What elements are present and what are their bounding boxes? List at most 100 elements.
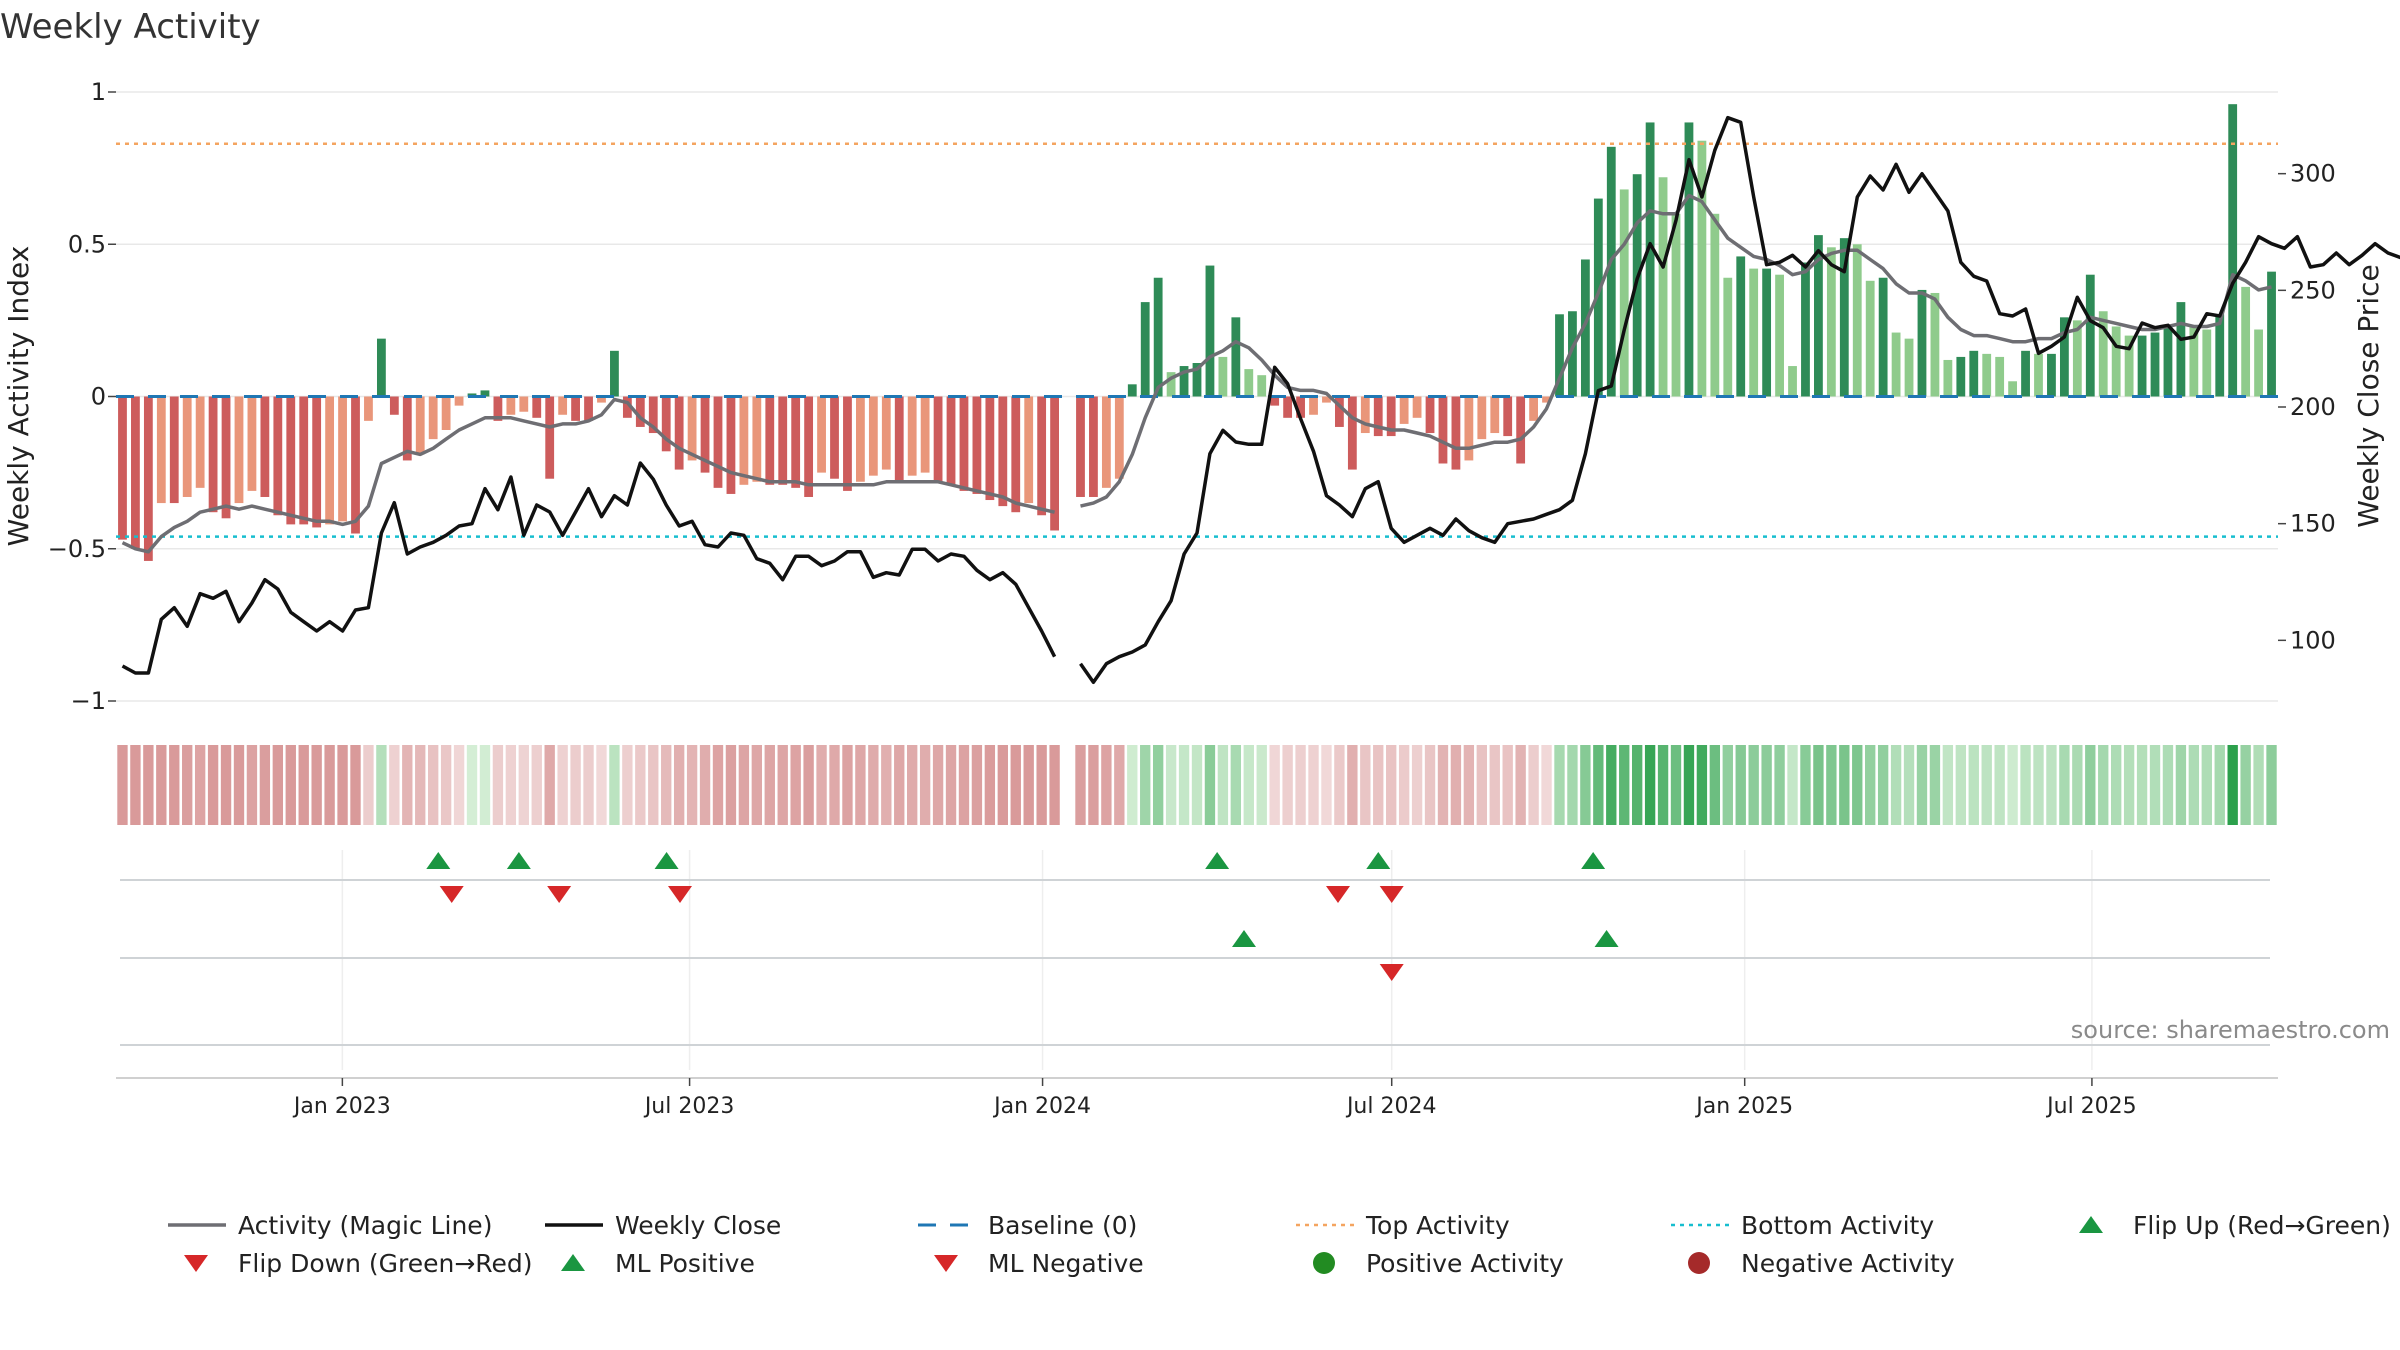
activity-bar [1179, 366, 1189, 397]
activity-bar [622, 396, 632, 418]
activity-bar [1580, 259, 1590, 397]
activity-bar [2202, 329, 2212, 397]
flip-down-marker [439, 886, 464, 903]
strip-cell [1593, 745, 1604, 825]
strip-cell [1826, 745, 1837, 825]
activity-bar [312, 396, 322, 528]
strip-cell [1502, 745, 1513, 825]
strip-cell [376, 745, 387, 825]
activity-bar [1425, 396, 1435, 434]
strip-cell [2149, 745, 2161, 825]
activity-bar [855, 396, 865, 482]
activity-bar [2085, 274, 2095, 397]
strip-cell [298, 745, 309, 825]
activity-bar [2189, 326, 2199, 397]
strip-cell [1127, 745, 1138, 825]
strip-cell [1852, 745, 1863, 825]
activity-bar [519, 396, 529, 412]
strip-cell [1890, 745, 1902, 825]
strip-cell [1023, 745, 1034, 825]
activity-bar [1697, 140, 1707, 397]
strip-cell [842, 745, 853, 825]
activity-bar [1490, 396, 1500, 434]
strip-cell [207, 745, 219, 825]
activity-bar [2228, 104, 2238, 397]
activity-bar [1775, 274, 1784, 397]
strip-cell [1541, 745, 1552, 825]
strip-cell [1334, 745, 1345, 825]
strip-cell [1981, 745, 1992, 825]
strip-cell [1282, 745, 1293, 825]
activity-bar [985, 396, 995, 501]
activity-bar [1801, 262, 1810, 397]
activity-bar [182, 396, 192, 497]
activity-bar [1076, 396, 1085, 497]
flip-up-marker [426, 852, 451, 869]
x-axis: Jan 2023 Jul 2023 Jan 2024 Jul 2024 Jan 2025… [116, 1077, 2278, 1119]
activity-bar [1749, 268, 1759, 397]
strip-cell [1800, 745, 1811, 825]
activity-bar [2215, 314, 2225, 397]
strip-cell [1735, 745, 1746, 825]
strip-cell [1308, 745, 1319, 825]
strip-cell [2162, 745, 2174, 825]
activity-bar [286, 396, 296, 525]
legend-swatch-circle [1688, 1252, 1710, 1274]
activity-bar [1127, 384, 1137, 397]
strip-cell [570, 745, 581, 825]
strip-cell [1217, 745, 1229, 825]
y2-tick-label: 150 [2290, 510, 2336, 538]
activity-bar [2021, 350, 2030, 397]
activity-bar [1296, 396, 1305, 418]
strip-cell [1942, 745, 1954, 825]
activity-bar [1347, 396, 1357, 470]
strip-cell [1386, 745, 1397, 825]
activity-bar [1386, 396, 1396, 437]
activity-bar [1723, 277, 1733, 397]
activity-bar [1205, 265, 1215, 397]
activity-bar [2163, 326, 2173, 397]
legend-triangle-up-icon [561, 1254, 585, 1271]
y2-axis-label: Weekly Close Price [2352, 264, 2385, 527]
strip-cell [609, 745, 620, 825]
activity-bar [364, 396, 373, 421]
flip-up-marker [654, 852, 679, 869]
flip-up-marker [1366, 852, 1391, 869]
strip-cell [440, 745, 452, 825]
flip-up-marker [1581, 852, 1606, 869]
strip-cell [1191, 745, 1203, 825]
strip-cell [751, 745, 763, 825]
legend-circle-icon [1688, 1252, 1710, 1274]
strip-cell [1463, 745, 1475, 825]
strip-cell [1230, 745, 1242, 825]
y2-tick-label: 100 [2290, 626, 2336, 654]
activity-bar [415, 396, 425, 455]
activity-bar [1412, 396, 1422, 418]
activity-bar [972, 396, 982, 494]
activity-bar [1218, 356, 1228, 397]
activity-bar [1788, 366, 1797, 397]
flip-up-marker [1232, 930, 1256, 947]
legend-label: Flip Down (Green→Red) [238, 1249, 533, 1278]
legend-label: Weekly Close [615, 1211, 781, 1240]
strip-cell [182, 745, 193, 825]
strip-cell [1321, 745, 1332, 825]
legend-triangle-up-icon [2079, 1216, 2103, 1233]
strip-cell [648, 745, 659, 825]
activity-bar [920, 396, 930, 473]
legend-label: Bottom Activity [1741, 1211, 1934, 1240]
strip-cell [518, 745, 529, 825]
activity-bar [480, 390, 490, 397]
legend-label: Negative Activity [1741, 1249, 1955, 1278]
strip-cell [971, 745, 983, 825]
strip-cell [661, 745, 672, 825]
activity-bar [208, 396, 218, 513]
activity-bar [1606, 146, 1616, 397]
strip-cell [1437, 745, 1449, 825]
x-tick-label: Jan 2023 [292, 1094, 391, 1119]
activity-bar [597, 396, 606, 403]
strip-cell [505, 745, 517, 825]
activity-bar [2047, 353, 2056, 397]
activity-bar [661, 396, 671, 452]
strip-cell [1515, 745, 1526, 825]
